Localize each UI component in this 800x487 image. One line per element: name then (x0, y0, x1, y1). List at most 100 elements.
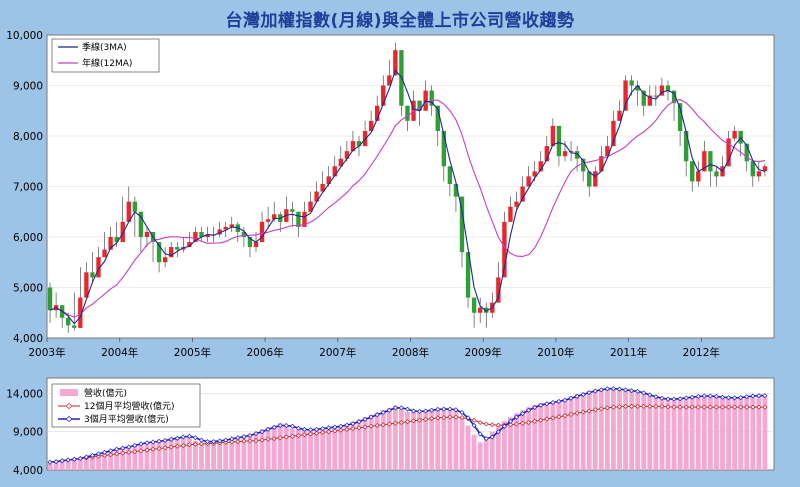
revenue-bar (156, 440, 162, 470)
rev-ma12-marker (247, 438, 253, 444)
revenue-bar (314, 428, 320, 470)
candle (90, 252, 95, 283)
candle-body (611, 120, 616, 147)
candle (441, 130, 447, 182)
rev-ma12-marker (326, 429, 332, 435)
rev-ma12-marker (683, 404, 689, 410)
candle (193, 226, 198, 243)
candle (477, 297, 483, 323)
rev-ma12-marker (526, 420, 532, 425)
rev-ma12-marker (592, 407, 598, 413)
rev-ma3-marker (701, 393, 707, 399)
rev-ma3-marker (580, 392, 586, 397)
rev-ma3-marker (338, 423, 344, 429)
candle-body (574, 151, 580, 159)
revenue-bar (398, 409, 404, 470)
candle (381, 75, 386, 106)
rev-ma3-marker (501, 423, 507, 429)
revenue-bar (138, 443, 144, 470)
candle (568, 141, 574, 162)
candle-body (96, 257, 101, 278)
rev-ma3-marker (647, 392, 653, 398)
revenue-bar (241, 435, 247, 470)
candle-body (126, 201, 131, 222)
rev-ma3-marker (726, 395, 732, 401)
candle (453, 181, 459, 212)
revenue-bar (598, 388, 604, 470)
candle-body (344, 151, 350, 159)
rev-ma3-marker (738, 395, 744, 401)
candle-body (732, 130, 737, 139)
rev-ma3-marker (326, 425, 332, 431)
index-y-tick-label: 9,000 (13, 81, 43, 93)
rev-ma12-marker (156, 446, 162, 451)
rev-ma3-marker (611, 386, 616, 392)
candle-body (120, 221, 125, 243)
candle-body (532, 171, 537, 177)
revenue-bar (380, 410, 386, 470)
candle-body (193, 231, 198, 243)
rev-ma12-marker (617, 404, 622, 410)
revenue-bar (144, 442, 150, 470)
rev-ma3-marker (277, 423, 283, 428)
rev-ma3-marker (144, 440, 150, 446)
revenue-bar (108, 450, 114, 470)
revenue-bar (762, 395, 768, 470)
rev-ma3-marker (635, 388, 641, 394)
rev-ma12-marker (144, 447, 150, 453)
candle-body (356, 141, 362, 147)
candle (732, 125, 737, 142)
rev-ma3-marker (544, 401, 550, 407)
revenue-bar (168, 438, 174, 470)
candle-body (496, 277, 501, 303)
revenue-bar (720, 397, 725, 470)
rev-ma3-marker (223, 437, 229, 443)
rev-ma3-marker (550, 400, 556, 405)
revenue-bar (514, 413, 519, 470)
candle-body (647, 95, 652, 106)
revenue-bar (701, 395, 707, 470)
rev-ma3-marker (465, 415, 471, 421)
candle (102, 231, 107, 258)
rev-ma12-marker (562, 413, 568, 419)
rev-ma3-marker (520, 411, 526, 417)
rev-ma12-marker (405, 419, 410, 425)
candle-body (253, 242, 259, 248)
rev-ma12-marker (677, 404, 683, 410)
revenue-bar (295, 429, 301, 470)
revenue-bar (411, 411, 416, 470)
rev-ma12-marker (568, 411, 574, 417)
candle-body (229, 224, 234, 227)
candle-body (593, 171, 598, 187)
rev-ma12-marker (114, 451, 120, 457)
revenue-bar (308, 429, 313, 470)
ma12-line (49, 99, 766, 318)
rev-ma3-marker (271, 424, 277, 430)
rev-ma3-marker (447, 406, 453, 412)
candle (417, 100, 422, 126)
rev-ma3-marker (362, 416, 368, 422)
rev-ma12-marker (520, 420, 526, 426)
rev-ma3-marker (423, 408, 429, 414)
rev-ma3-marker (380, 410, 386, 415)
candle-body (241, 231, 247, 237)
revenue-bar (683, 397, 689, 470)
rev-ma12-marker (362, 424, 368, 430)
rev-ma3-marker (623, 387, 629, 393)
revenue-bar (150, 441, 156, 470)
revenue-bar (47, 463, 53, 470)
rev-ma3-marker (108, 448, 114, 454)
candle-body (368, 120, 374, 131)
candle (635, 80, 640, 106)
candle-body (66, 317, 71, 326)
rev-ma12-marker (435, 415, 441, 421)
rev-ma3-marker (265, 426, 271, 432)
legend-rev-ma12-label: 12個月平均營收(億元) (84, 400, 174, 412)
rev-ma3-marker (441, 406, 447, 412)
index-y-tick-label: 7,000 (13, 182, 43, 194)
revenue-bar (689, 397, 695, 470)
revenue-bar (635, 391, 641, 470)
revenue-bar (526, 407, 532, 470)
candle-body (641, 90, 646, 106)
rev-ma12-marker (380, 422, 386, 428)
